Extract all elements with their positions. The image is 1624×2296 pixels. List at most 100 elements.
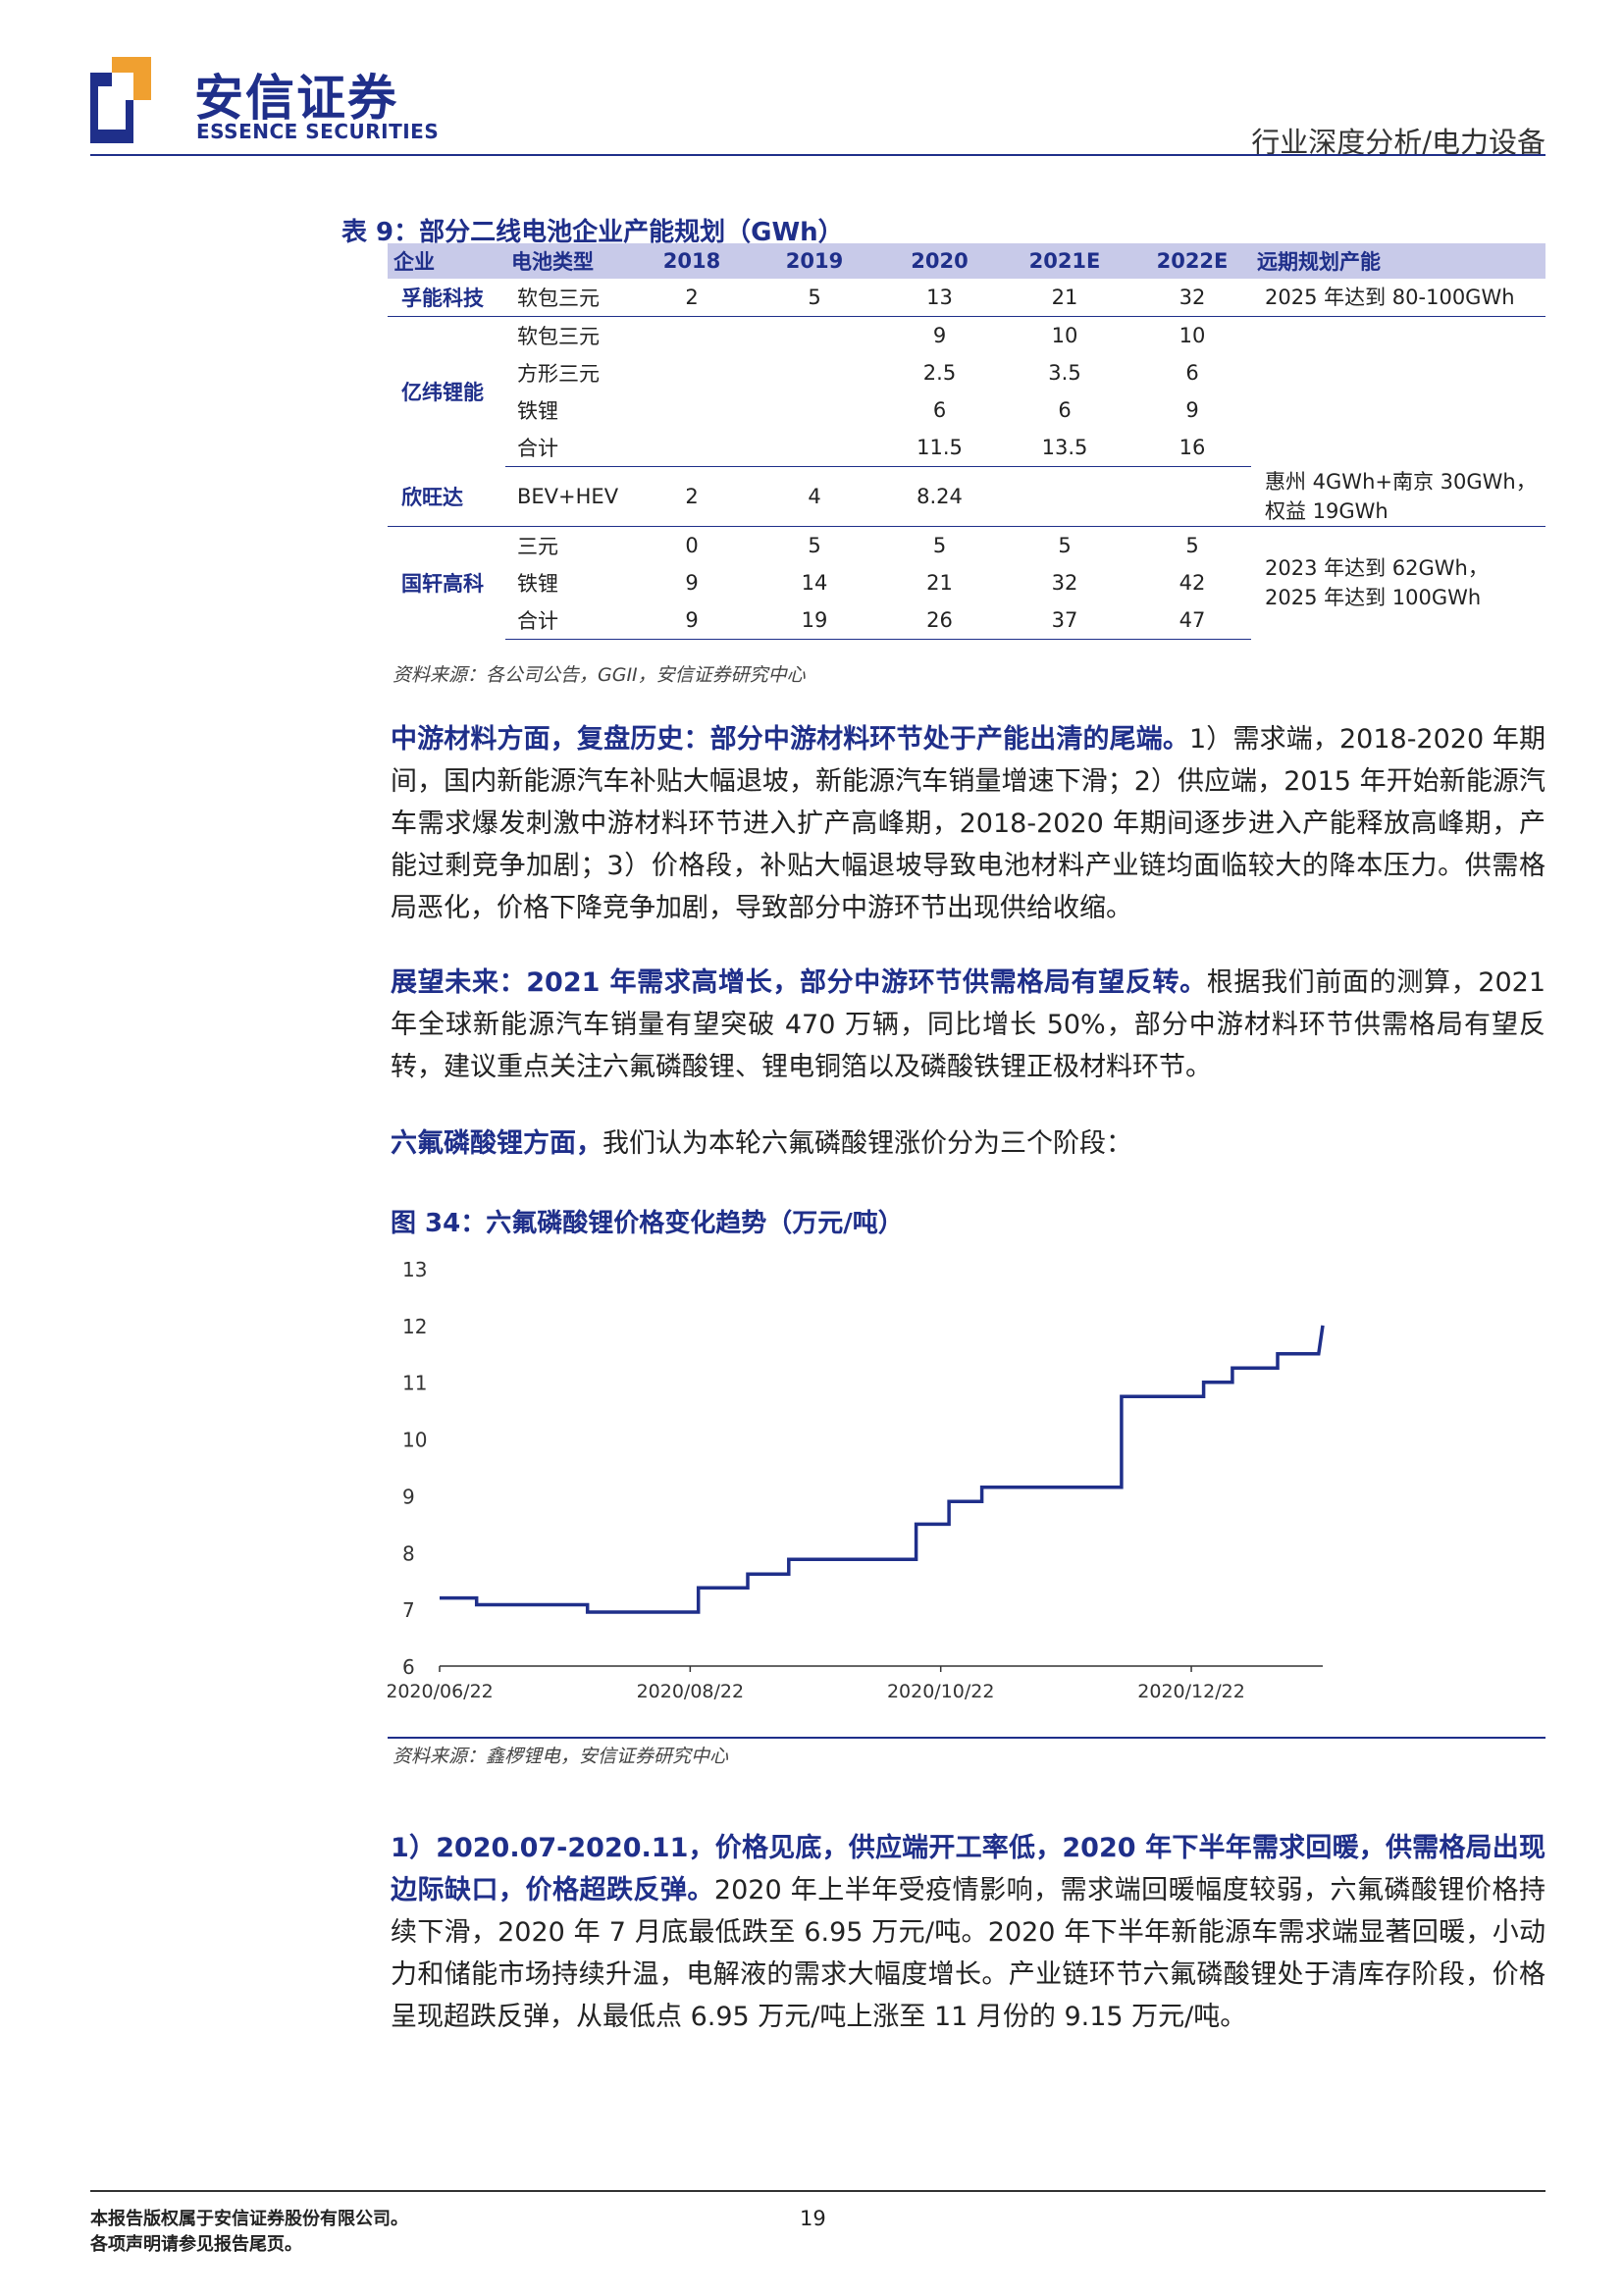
long-term-plan-cell: 惠州 4GWh+南京 30GWh，权益 19GWh [1251,466,1545,527]
brand-name-cn: 安信证券 [194,70,398,127]
capacity-cell: 5 [932,533,947,557]
y-tick-label: 13 [402,1258,427,1281]
long-term-plan-cell: 2023 年达到 62GWh，2025 年达到 100GWh [1265,555,1489,609]
copyright-notice: 本报告版权属于安信证券股份有限公司。 [90,2209,408,2229]
paragraph-lead: 六氟磷酸锂方面， [391,1128,602,1159]
capacity-cell [638,429,746,467]
capacity-cell [746,317,883,355]
capacity-cell: 3.5 [1048,361,1081,385]
capacity-cell [746,354,883,391]
x-tick-label: 2020/06/22 [388,1681,494,1702]
capacity-cell: 2 [638,466,746,527]
y-tick-label: 6 [402,1655,415,1679]
company-cell: 欣旺达 [388,466,505,527]
table-row: 合计 11.5 13.5 16 [388,429,1545,467]
capacity-cell: 32 [1133,279,1251,317]
capacity-cell: 9 [1185,398,1199,422]
paragraph-body: 1）需求端，2018-2020 年期间，国内新能源汽车补贴大幅退坡，新能源汽车销… [391,724,1545,923]
price-series-line [440,1325,1325,1614]
table-row: 国轩高科 三元 0 5 5 5 5 2023 年达到 62GWh，2025 年达到 100GW… [388,526,1545,609]
capacity-cell: 6 [1058,398,1072,422]
capacity-cell: 14 [801,570,828,595]
column-header: 2020 [883,243,996,279]
capacity-table: 企业 电池类型 2018 2019 2020 2021E 2022E 远期规划产… [388,243,1545,640]
capacity-cell [638,354,746,391]
table-row: 孚能科技 软包三元 2 5 13 21 32 2025 年达到 80-100GWh [388,279,1545,317]
table-row: 方形三元 2.5 3.5 6 [388,354,1545,391]
capacity-cell: 9 [685,570,699,595]
capacity-cell: 6 [1185,361,1199,385]
paragraph-lead: 展望未来：2021 年需求高增长，部分中游环节供需格局有望反转。 [391,967,1207,998]
column-header: 2019 [746,243,883,279]
table-row: 合计 9 19 26 37 47 [388,600,1545,640]
figure-title: 图 34：六氟磷酸锂价格变化趋势（万元/吨） [391,1209,904,1238]
paragraph-body: 2020 年上半年受疫情影响，需求端回暖幅度较弱，六氟磷酸锂价格持续下滑，202… [391,1875,1546,2032]
page-number: 19 [800,2207,826,2230]
company-logo-icon [90,57,151,143]
battery-type-cell: 方形三元 [517,362,600,386]
y-tick-label: 11 [402,1372,427,1395]
x-tick-label: 2020/10/22 [887,1681,995,1702]
y-tick-label: 12 [402,1315,427,1338]
capacity-cell: 6 [932,398,947,422]
capacity-cell: 5 [808,533,821,557]
column-header: 企业 [388,243,505,279]
capacity-cell: 21 [926,570,953,595]
figure-divider [388,1737,1545,1739]
table-row: 欣旺达 BEV+HEV 2 4 8.24 惠州 4GWh+南京 30GWh，权益 19GW… [388,466,1545,527]
capacity-cell: 13.5 [996,429,1133,467]
capacity-cell: 2 [638,279,746,317]
y-tick-label: 9 [402,1485,415,1508]
column-header: 2021E [996,243,1133,279]
column-header: 电池类型 [505,243,638,279]
capacity-cell: 13 [883,279,996,317]
battery-type-cell: BEV+HEV [505,466,638,527]
capacity-cell: 8.24 [883,466,996,527]
paragraph-body: 根据我们前面的测算，2021 年全球新能源汽车销量有望突破 470 万辆，同比增… [391,967,1546,1082]
table-row: 亿纬锂能 软包三元 9 10 10 [388,317,1545,404]
capacity-cell: 10 [1051,324,1078,347]
capacity-cell: 19 [746,600,883,640]
battery-type-cell: 软包三元 [517,325,600,348]
lipf6-price-chart: 6 7 8 9 10 11 12 13 2020/06/22 2020/08/22 2020/10/… [388,1258,1325,1702]
capacity-cell [996,466,1133,527]
capacity-cell: 0 [685,533,699,557]
brand-name-en: ESSENCE SECURITIES [196,120,440,143]
column-header: 远期规划产能 [1251,243,1545,279]
company-cell: 孚能科技 [388,279,505,317]
capacity-cell: 10 [1179,324,1206,347]
capacity-cell: 5 [746,279,883,317]
capacity-cell: 9 [638,600,746,640]
paragraph-stage-one: 1）2020.07-2020.11，价格见底，供应端开工率低，2020 年下半年… [391,1827,1545,2038]
capacity-cell: 9 [932,324,947,347]
paragraph-midstream-history: 中游材料方面，复盘历史：部分中游材料环节处于产能出清的尾端。1）需求端，2018… [391,718,1545,929]
capacity-cell: 47 [1133,600,1251,640]
battery-type-cell: 软包三元 [505,279,638,317]
battery-type-cell: 铁锂 [517,399,558,423]
battery-type-cell: 合计 [505,600,638,640]
company-cell: 亿纬锂能 [401,381,484,405]
long-term-plan-cell [1251,317,1545,467]
capacity-cell [746,391,883,429]
y-tick-label: 10 [402,1429,427,1452]
paragraph-body: 我们认为本轮六氟磷酸锂涨价分为三个阶段： [602,1128,1132,1159]
disclaimer-notice: 各项声明请参见报告尾页。 [90,2234,302,2255]
capacity-cell: 4 [746,466,883,527]
battery-type-cell: 铁锂 [517,571,558,596]
paragraph-lipf6-intro: 六氟磷酸锂方面，我们认为本轮六氟磷酸锂涨价分为三个阶段： [391,1122,1545,1165]
table-row: 铁锂 9 14 21 32 42 [388,564,1545,601]
capacity-cell [638,391,746,429]
capacity-cell: 21 [996,279,1133,317]
paragraph-lead: 1）2020.07-2020.11，价格见底，供应端开工率低，2020 年下半年… [391,1833,1545,1905]
battery-type-cell: 三元 [517,534,558,558]
capacity-cell: 42 [1179,570,1206,595]
paragraph-lead: 中游材料方面，复盘历史：部分中游材料环节处于产能出清的尾端。 [391,724,1189,755]
paragraph-outlook: 展望未来：2021 年需求高增长，部分中游环节供需格局有望反转。根据我们前面的测… [391,962,1545,1088]
table-header-row: 企业 电池类型 2018 2019 2020 2021E 2022E 远期规划产… [388,243,1545,279]
x-tick-label: 2020/12/22 [1137,1681,1245,1702]
y-tick-label: 7 [402,1598,415,1622]
capacity-cell [746,429,883,467]
capacity-cell: 11.5 [883,429,996,467]
table-row: 铁锂 6 6 9 [388,391,1545,429]
footer-divider [90,2190,1545,2192]
